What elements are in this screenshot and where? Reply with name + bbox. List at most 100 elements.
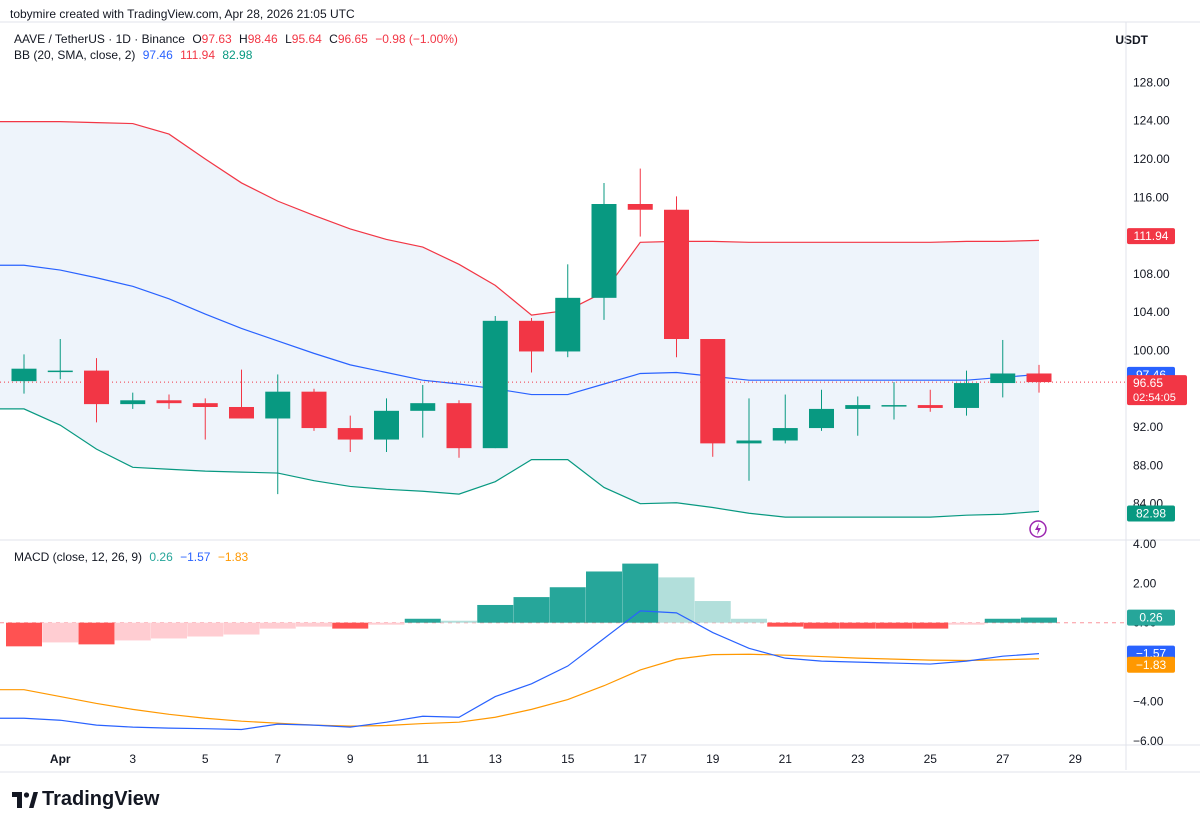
date-axis-tick: 13 <box>489 752 503 766</box>
macd-signal-badge: −1.83 <box>1127 656 1175 673</box>
macd-histogram-bar <box>223 622 260 635</box>
macd-hist-badge: 0.26 <box>1127 609 1175 626</box>
date-axis-tick: 7 <box>274 752 281 766</box>
macd-histogram-bar <box>42 622 79 643</box>
macd-axis-tick: −6.00 <box>1133 734 1164 748</box>
macd-histogram-bar <box>1021 617 1057 623</box>
candle <box>809 389 834 431</box>
macd-signal-badge-text: −1.83 <box>1136 658 1167 672</box>
date-axis-tick: 23 <box>851 752 865 766</box>
candle <box>700 339 726 457</box>
candle-body <box>555 297 581 352</box>
macd-histogram-bar <box>658 577 695 623</box>
candle-body <box>627 204 653 210</box>
bb-lower-line <box>0 408 1040 518</box>
ohlc-open-value: 97.63 <box>201 32 232 46</box>
price-axis-tick: 120.00 <box>1133 152 1170 166</box>
price-axis-tick: 108.00 <box>1133 267 1170 281</box>
price-change: −0.98 (−1.00%) <box>375 32 458 46</box>
candle-body <box>664 209 689 340</box>
candle-body <box>265 391 291 419</box>
macd-histogram-bar <box>477 604 514 623</box>
ohlc-low-value: 95.64 <box>291 32 322 46</box>
macd-histogram-bar <box>6 622 42 647</box>
candle <box>881 382 907 420</box>
currency-label[interactable]: USDT <box>1115 33 1148 47</box>
candle <box>120 392 146 409</box>
macd-hist-value: 0.26 <box>149 550 173 564</box>
ohlc-open: O97.63 <box>192 32 231 46</box>
candle <box>192 398 218 440</box>
lightning-icon <box>1029 520 1047 538</box>
macd-line-value: −1.57 <box>180 550 211 564</box>
candle <box>845 396 871 436</box>
macd-histogram-bar <box>78 622 115 645</box>
bb-label[interactable]: BB (20, SMA, close, 2) <box>14 48 136 62</box>
candle <box>265 374 291 495</box>
date-axis-tick: 11 <box>417 752 430 766</box>
candle <box>736 398 762 481</box>
price-axis-tick: 124.00 <box>1133 114 1170 128</box>
tradingview-logo: TradingView <box>12 788 159 811</box>
ohlc-high: H98.46 <box>239 32 278 46</box>
candle <box>374 398 399 452</box>
candle-body <box>446 403 472 449</box>
macd-histogram-bar <box>259 622 296 629</box>
macd-histogram-bar <box>513 597 550 623</box>
bollinger-band-fill <box>0 121 1039 518</box>
macd-histogram-bar <box>549 587 586 623</box>
bb-legend: BB (20, SMA, close, 2) 97.46 111.94 82.9… <box>14 48 256 62</box>
date-axis-tick: 21 <box>779 752 793 766</box>
price-axis-tick: 128.00 <box>1133 75 1170 89</box>
lower-band-badge: 82.98 <box>1127 505 1175 522</box>
date-axis-tick: 25 <box>924 752 938 766</box>
macd-histogram-bar <box>114 622 151 641</box>
upper-band-badge-text: 111.94 <box>1134 229 1169 243</box>
candle <box>1026 364 1052 393</box>
candle <box>482 316 508 449</box>
candle-body <box>845 405 871 409</box>
date-axis-tick: 17 <box>634 752 648 766</box>
macd-histogram-bar <box>441 620 477 623</box>
candle <box>772 394 798 444</box>
bb-basis-value: 97.46 <box>142 48 173 62</box>
candle <box>917 389 943 412</box>
candle <box>410 384 436 438</box>
ohlc-open-label: O <box>192 32 202 46</box>
candle <box>301 388 327 431</box>
lower-band-badge-text: 82.98 <box>1136 506 1166 520</box>
macd-histogram-bar <box>948 622 985 625</box>
candle <box>954 370 979 416</box>
macd-histogram-bar <box>622 563 659 623</box>
bb-lower-value: 82.98 <box>222 48 253 62</box>
candle <box>229 369 254 419</box>
candle-body <box>374 410 399 440</box>
candle-body <box>1026 373 1052 383</box>
macd-label[interactable]: MACD (close, 12, 26, 9) <box>14 550 143 564</box>
tradingview-wordmark: TradingView <box>42 788 160 810</box>
date-axis-tick: 15 <box>561 752 575 766</box>
date-axis-tick: Apr <box>50 752 71 766</box>
macd-axis-tick: 2.00 <box>1133 576 1157 590</box>
candle <box>627 168 653 237</box>
symbol-name[interactable]: AAVE / TetherUS · 1D · Binance <box>14 32 185 46</box>
last-price-text: 96.65 <box>1133 376 1163 390</box>
macd-hist-badge-bg <box>1127 609 1175 626</box>
candle-body <box>410 403 436 411</box>
upper-band-badge-bg <box>1127 228 1175 245</box>
candle <box>47 339 73 380</box>
candle-body <box>47 370 73 373</box>
candle <box>990 339 1016 398</box>
upper-band-badge: 111.94 <box>1127 228 1175 245</box>
candle-body <box>192 403 218 407</box>
macd-axis-tick: 4.00 <box>1133 537 1157 551</box>
ohlc-close-value: 96.65 <box>337 32 368 46</box>
macd-hist-badge-text: 0.26 <box>1139 611 1163 625</box>
macd-histogram-bar <box>296 622 332 627</box>
ohlc-high-label: H <box>239 32 248 46</box>
ohlc-high-value: 98.46 <box>247 32 278 46</box>
candle-body <box>917 405 943 408</box>
ohlc-close-label: C <box>329 32 338 46</box>
ohlc-low: L95.64 <box>285 32 322 46</box>
